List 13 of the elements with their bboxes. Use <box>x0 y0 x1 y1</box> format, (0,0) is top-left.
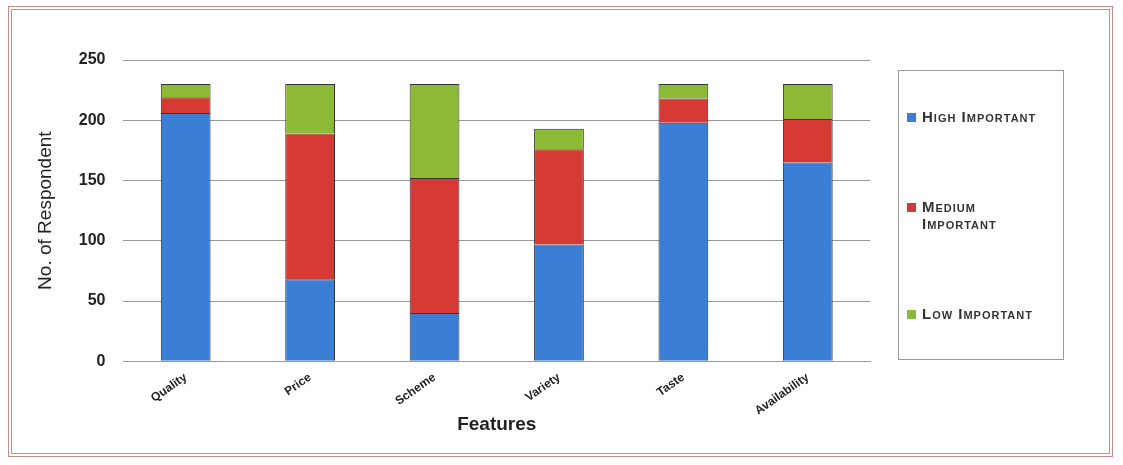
x-axis-title: Features <box>457 412 537 434</box>
y-tick-label: 0 <box>96 351 106 369</box>
y-tick-label: 50 <box>87 291 106 309</box>
x-tick-label: Taste <box>654 369 688 399</box>
legend-label: High Important <box>922 107 1037 125</box>
y-tick-label: 200 <box>78 110 106 128</box>
y-axis-title: No. of Respondent <box>33 130 55 290</box>
legend-label: Low Important <box>922 305 1033 323</box>
y-tick-label: 100 <box>78 231 106 249</box>
legend-label: Medium Important <box>922 197 998 232</box>
y-tick-label: 150 <box>78 170 106 188</box>
x-tick-label: Price <box>281 369 315 399</box>
y-tick-label: 250 <box>78 50 106 68</box>
